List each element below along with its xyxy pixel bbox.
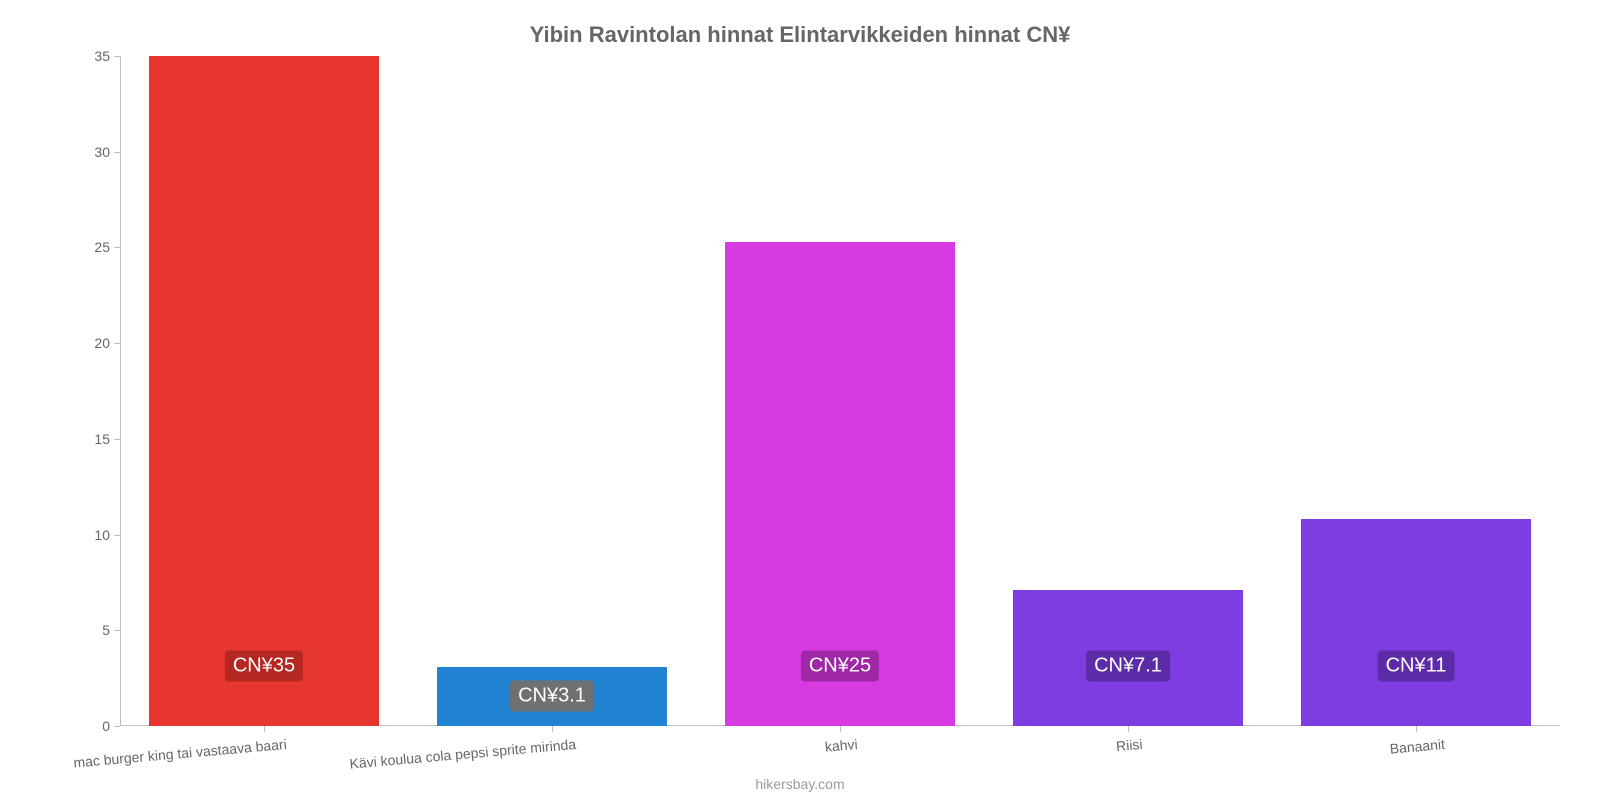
y-tick-label: 5 xyxy=(102,622,120,638)
y-tick-label: 30 xyxy=(94,144,120,160)
x-tick-label: kahvi xyxy=(824,730,858,755)
y-tick-label: 25 xyxy=(94,239,120,255)
x-tick-label: mac burger king tai vastaava baari xyxy=(72,730,287,771)
bar xyxy=(1301,519,1531,726)
x-tick-mark xyxy=(1416,726,1417,732)
y-tick-label: 10 xyxy=(94,527,120,543)
value-badge: CN¥3.1 xyxy=(510,681,594,712)
attribution-text: hikersbay.com xyxy=(0,776,1600,792)
y-tick-label: 15 xyxy=(94,431,120,447)
value-badge: CN¥35 xyxy=(225,650,303,681)
x-tick-label: Kävi koulua cola pepsi sprite mirinda xyxy=(348,730,576,772)
value-badge: CN¥25 xyxy=(801,650,879,681)
value-badge: CN¥11 xyxy=(1378,650,1455,681)
y-tick-label: 35 xyxy=(94,48,120,64)
y-tick-label: 0 xyxy=(102,718,120,734)
chart-title: Yibin Ravintolan hinnat Elintarvikkeiden… xyxy=(0,22,1600,48)
plot-area: 0 5 10 15 20 25 30 35 CN¥35 CN¥3.1 CN¥25… xyxy=(120,56,1560,726)
value-badge: CN¥7.1 xyxy=(1086,650,1170,681)
y-tick-label: 20 xyxy=(94,335,120,351)
y-axis-line xyxy=(120,56,121,726)
x-tick-label: Riisi xyxy=(1115,730,1143,754)
x-tick-label: Banaanit xyxy=(1389,730,1446,757)
bar xyxy=(149,56,379,726)
